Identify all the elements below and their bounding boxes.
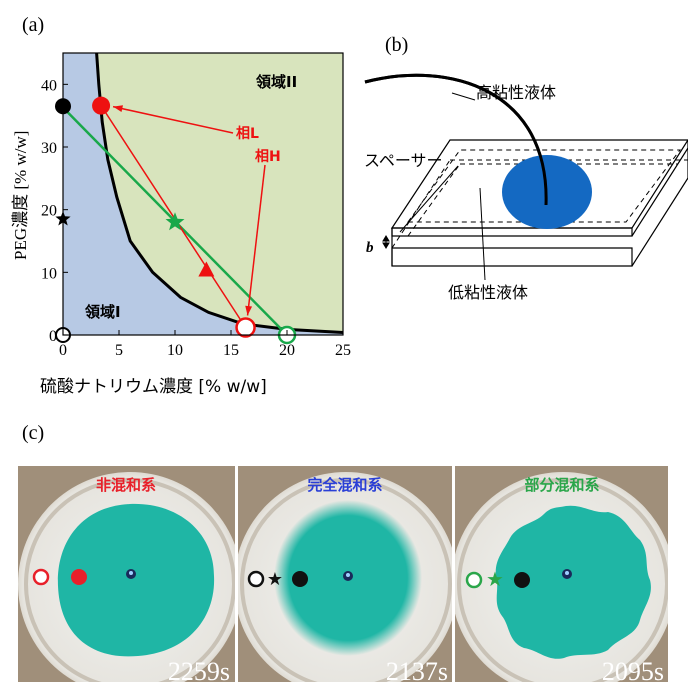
- photo-2-time: 2137s: [386, 657, 448, 682]
- x-tick-label: 0: [59, 342, 67, 359]
- cell-schematic: 高粘性液体 スペーサー 低粘性液体 b: [364, 73, 688, 302]
- red-triangle-point: [198, 261, 215, 277]
- x-tick-label: 15: [223, 342, 239, 359]
- plot-frame: [62, 52, 344, 336]
- region1-fill: [63, 53, 343, 335]
- x-axis-label: 硫酸ナトリウム濃度 [% w/w]: [40, 377, 267, 397]
- hele-shaw-cell: [390, 139, 688, 267]
- y-tick-label: 40: [41, 77, 57, 94]
- green-star-marker: ★: [486, 569, 504, 591]
- open-green-circle-marker: [465, 571, 483, 589]
- fluid-region-1: [57, 503, 215, 657]
- photo-miscible: ★: [238, 466, 452, 682]
- arrow-phase-l-head: [113, 105, 123, 113]
- arrow-phase-h-head: [245, 305, 253, 316]
- photo-3-title: 部分混和系: [524, 476, 599, 494]
- photo-3-time: 2095s: [602, 657, 664, 682]
- black-circle-marker: [292, 571, 308, 587]
- photo-row: 非混和系 2259s ★ 完全混和系 2137s ★ 部分混和系 2095s: [18, 466, 668, 682]
- y-axis-label: PEG濃度 [% w/w]: [11, 131, 30, 260]
- panel-b-label: (b): [385, 34, 409, 56]
- open-red-circle-marker: [32, 568, 50, 586]
- region2-label: 領域II: [256, 73, 297, 91]
- photo-1-title: 非混和系: [96, 476, 156, 494]
- high-viscosity-label: 高粘性液体: [476, 83, 556, 102]
- b-label: b: [366, 240, 374, 256]
- open-black-circle-marker: [247, 570, 265, 588]
- open-red-circle-point: [235, 317, 256, 338]
- y-tick-label: 20: [41, 203, 57, 220]
- black-star-marker: ★: [267, 569, 283, 589]
- x-tick-label: 25: [335, 342, 351, 359]
- photo-immiscible: [18, 466, 235, 682]
- x-tick-label: 10: [167, 342, 183, 359]
- y-tick-label: 10: [41, 265, 57, 282]
- spacer-label: スペーサー: [364, 151, 443, 170]
- phase-arrows: [112, 105, 266, 316]
- photo-partially-miscible: ★: [455, 466, 668, 682]
- red-circle-point: [92, 96, 111, 115]
- fluid-region-3: [495, 505, 651, 659]
- y-tick-label: 0: [49, 328, 57, 345]
- region1-label: 領域I: [85, 303, 121, 321]
- panel-a-label: (a): [22, 14, 45, 36]
- red-circle-marker: [71, 569, 87, 585]
- low-viscosity-label: 低粘性液体: [448, 283, 528, 302]
- red-line: [100, 105, 247, 328]
- photo-2-title: 完全混和系: [307, 476, 382, 494]
- phase-h-label: 相H: [255, 148, 281, 165]
- arrow-phase-h: [246, 164, 266, 316]
- phase-l-label: 相L: [236, 125, 259, 142]
- photo-1-time: 2259s: [168, 657, 230, 682]
- x-tick-label: 5: [115, 342, 123, 359]
- arrow-phase-l: [112, 105, 234, 134]
- green-star-point: [165, 212, 185, 231]
- panel-c-label: (c): [22, 422, 45, 444]
- black-circle-marker-3: [514, 572, 530, 588]
- x-tick-label: 20: [279, 342, 295, 359]
- y-tick-label: 30: [41, 140, 57, 157]
- phase-diagram: 領域I 領域II 相L 相H 0 5 10 15 20 25 0 10 20 30 40 PEG濃度…: [11, 52, 351, 397]
